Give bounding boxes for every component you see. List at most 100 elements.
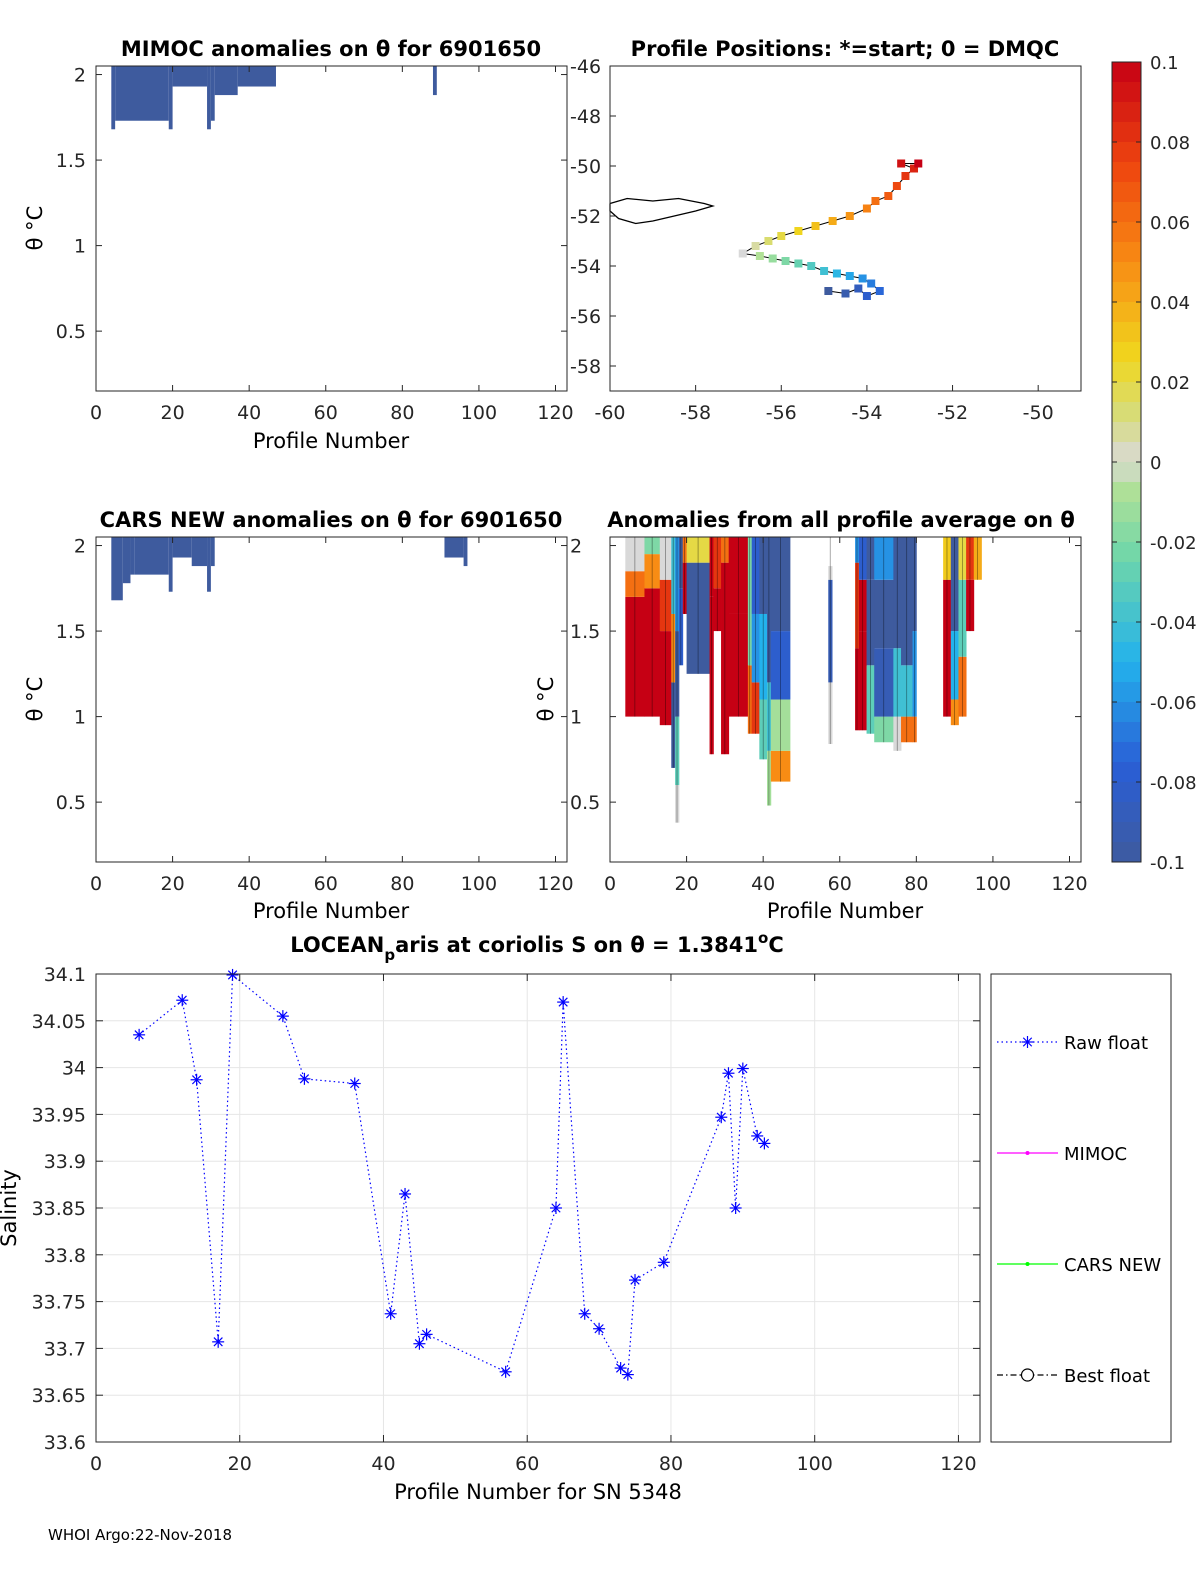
- star-stroke: [191, 1075, 202, 1085]
- star-stroke: [730, 1203, 741, 1213]
- colorbar-strip: [1112, 802, 1141, 823]
- cars-panel: CARS NEW anomalies on θ for 6901650 0 20 4…: [23, 508, 574, 923]
- cars-ticks: 0 20 40 60 80 100 120 0.5 1 1.5 2: [56, 536, 574, 895]
- x-tick-label: 0: [90, 873, 102, 895]
- profile-position-marker: [884, 192, 893, 200]
- anomaly-cell: [444, 537, 464, 558]
- colorbar-strip: [1112, 182, 1141, 203]
- colorbar-strip: [1112, 722, 1141, 743]
- y-tick-label: 34: [62, 1058, 86, 1080]
- y-tick-label: 33.9: [44, 1151, 86, 1173]
- profile-position-marker: [901, 172, 910, 180]
- star-stroke: [385, 1309, 396, 1319]
- x-tick-label: -52: [937, 402, 968, 424]
- profile-position-marker: [828, 217, 837, 225]
- star-stroke: [580, 1309, 590, 1319]
- star-stroke: [227, 970, 238, 980]
- anomaly-cell: [463, 537, 468, 567]
- raw-float-point: [420, 1328, 433, 1341]
- profile-position-marker: [794, 227, 803, 235]
- anomaly-cell: [115, 66, 169, 121]
- raw-float-point: [593, 1322, 606, 1335]
- x-tick-label: 100: [975, 873, 1011, 895]
- colorbar-tick-label: 0.06: [1150, 213, 1190, 234]
- x-tick-label: -58: [680, 402, 711, 424]
- y-tick-label: 1: [570, 707, 582, 729]
- profile-position-marker: [858, 274, 867, 283]
- raw-float-point: [736, 1062, 749, 1075]
- star-stroke: [278, 1011, 288, 1021]
- anomaly-cell: [172, 537, 192, 558]
- anomaly-cell: [111, 537, 123, 601]
- salinity-title-part2: aris at coriolis S on θ = 1.3841: [395, 933, 758, 957]
- y-tick-label: -52: [570, 206, 601, 228]
- x-tick-label: 60: [515, 1453, 539, 1475]
- profile-position-marker: [738, 249, 747, 258]
- colorbar-strip: [1112, 522, 1141, 543]
- x-tick-label: 0: [604, 873, 616, 895]
- legend-label-mimoc: MIMOC: [1064, 1144, 1127, 1165]
- profile-position-marker: [871, 197, 880, 205]
- colorbar-strip: [1112, 262, 1141, 283]
- anomaly-cell: [134, 537, 169, 575]
- legend-label-raw: Raw float: [1064, 1033, 1148, 1054]
- y-tick-label: -50: [570, 156, 601, 178]
- x-tick-label: -54: [851, 402, 882, 424]
- y-tick-label: 33.8: [44, 1245, 86, 1267]
- x-tick-label: 80: [659, 1453, 683, 1475]
- colorbar-tick-label: 0.04: [1150, 293, 1190, 314]
- legend-raw-marker: [1021, 1036, 1034, 1048]
- colorbar-strip: [1112, 222, 1141, 243]
- anomaly-cell: [172, 66, 208, 87]
- anomaly-cell: [432, 66, 437, 96]
- anomaly-cell: [210, 66, 215, 121]
- anomaly-cell: [122, 537, 131, 584]
- colorbar-tick-label: 0: [1150, 453, 1161, 474]
- anomaly-cell: [214, 66, 238, 96]
- raw-float-point: [751, 1129, 764, 1142]
- profile-position-marker: [764, 237, 773, 245]
- colorbar-tick-label: -0.06: [1150, 693, 1197, 714]
- x-tick-label: 100: [797, 1453, 833, 1475]
- positions-panel: Profile Positions: *=start; 0 = DMQC -60…: [570, 37, 1082, 424]
- profile-position-marker: [824, 287, 833, 295]
- x-tick-label: 20: [674, 873, 698, 895]
- profile-position-marker: [875, 287, 884, 295]
- profile-position-marker: [794, 259, 803, 268]
- salinity-title-part1: LOCEAN: [290, 933, 384, 957]
- raw-float-point: [413, 1337, 426, 1350]
- anomalies-ylabel: θ °C: [534, 677, 558, 722]
- star-stroke: [1022, 1037, 1033, 1047]
- y-tick-label: 1.5: [570, 621, 600, 643]
- x-tick-label: 40: [237, 402, 261, 424]
- y-tick-label: -54: [570, 256, 601, 278]
- raw-float-point: [276, 1010, 289, 1023]
- salinity-title-sup: o: [758, 929, 768, 947]
- anomalies-xlabel: Profile Number: [767, 899, 924, 923]
- raw-float-point: [758, 1137, 771, 1150]
- x-tick-label: 100: [461, 402, 497, 424]
- raw-float-point: [348, 1077, 361, 1090]
- colorbar-strip: [1112, 702, 1141, 723]
- anomaly-cell: [207, 66, 211, 130]
- star-stroke: [594, 1324, 604, 1334]
- colorbar-tick-label: 0.1: [1150, 53, 1179, 74]
- y-tick-label: 1: [74, 236, 86, 258]
- profile-position-marker: [845, 272, 854, 280]
- y-tick-label: -48: [570, 106, 601, 128]
- mimoc-ylabel: θ °C: [23, 206, 47, 251]
- legend-cars-marker: [1025, 1262, 1030, 1266]
- colorbar-strip: [1112, 322, 1141, 343]
- star-stroke: [630, 1275, 640, 1285]
- x-tick-label: 120: [537, 402, 573, 424]
- profile-position-marker: [768, 254, 777, 263]
- salinity-panel: LOCEANparis at coriolis S on θ = 1.3841o…: [0, 929, 981, 1504]
- colorbar-tick-label: -0.04: [1150, 613, 1197, 634]
- raw-float-point: [384, 1307, 397, 1320]
- x-tick-label: 20: [160, 402, 184, 424]
- profile-position-marker: [867, 279, 876, 288]
- colorbar-strip: [1112, 662, 1141, 683]
- salinity-series: [133, 968, 771, 1381]
- y-tick-label: -56: [570, 306, 601, 328]
